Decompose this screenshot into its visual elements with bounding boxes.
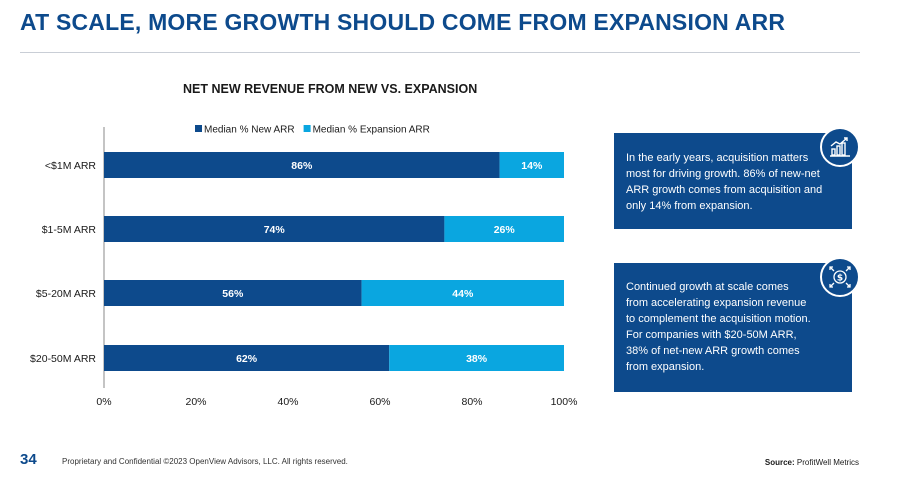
callout-scale-text: Continued growth at scale comes from acc… — [626, 281, 811, 373]
slide-title: AT SCALE, MORE GROWTH SHOULD COME FROM E… — [20, 9, 786, 35]
source-note: Source: ProfitWell Metrics — [765, 458, 859, 467]
data-label-expansion-arr-1: 26% — [494, 224, 516, 236]
category-label-0: <$1M ARR — [45, 160, 96, 172]
stacked-bar-chart: Median % New ARR Median % Expansion ARR 86… — [30, 125, 578, 409]
x-tick-label-2: 40% — [277, 396, 298, 408]
source-label: Source: — [764, 458, 795, 467]
data-label-new-arr-2: 56% — [222, 288, 244, 300]
legend-swatch-new-arr — [195, 125, 202, 132]
confidentiality-notice: Proprietary and Confidential ©2023 OpenV… — [62, 457, 348, 466]
title-divider — [20, 52, 860, 53]
data-label-expansion-arr-0: 14% — [521, 160, 543, 172]
category-label-2: $5-20M ARR — [36, 288, 97, 300]
bar-new-arr-1 — [104, 216, 445, 242]
bar-expansion-arr-2 — [361, 280, 564, 306]
growth-chart-icon — [820, 127, 860, 167]
bar-expansion-arr-0 — [499, 152, 564, 178]
category-label-1: $1-5M ARR — [42, 224, 97, 236]
data-label-new-arr-0: 86% — [291, 160, 313, 172]
legend-swatch-expansion-arr — [303, 125, 311, 132]
chart-title: NET NEW REVENUE FROM NEW VS. EXPANSION — [183, 82, 478, 96]
legend-label-new-arr: Median % New ARR — [204, 125, 295, 136]
dollar-expand-icon: $ — [820, 257, 860, 297]
x-tick-label-3: 60% — [369, 396, 390, 408]
legend-label-expansion-arr: Median % Expansion ARR — [313, 125, 430, 136]
bar-new-arr-0 — [104, 152, 500, 178]
bar-new-arr-2 — [104, 280, 362, 306]
x-tick-label-5: 100% — [551, 396, 578, 408]
x-tick-label-4: 80% — [461, 396, 482, 408]
callout-scale: Continued growth at scale comes from acc… — [614, 257, 860, 392]
page-number: 34 — [20, 451, 37, 468]
data-label-new-arr-3: 62% — [236, 353, 258, 365]
callout-early-years-text: In the early years, acquisition matters … — [626, 152, 823, 212]
data-label-new-arr-1: 74% — [264, 224, 286, 236]
source-value: ProfitWell Metrics — [796, 458, 859, 467]
x-tick-label-0: 0% — [96, 396, 111, 408]
svg-text:$: $ — [837, 274, 843, 284]
bar-expansion-arr-1 — [444, 216, 564, 242]
category-label-3: $20-50M ARR — [30, 353, 96, 365]
x-tick-label-1: 20% — [185, 396, 206, 408]
bar-expansion-arr-3 — [389, 345, 564, 371]
callout-early-years: In the early years, acquisition matters … — [614, 127, 860, 229]
data-label-expansion-arr-2: 44% — [452, 288, 474, 300]
data-label-expansion-arr-3: 38% — [466, 353, 488, 365]
bar-new-arr-3 — [104, 345, 390, 371]
